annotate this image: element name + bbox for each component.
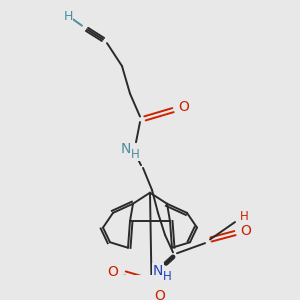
Text: O: O xyxy=(241,224,251,238)
Text: O: O xyxy=(108,265,118,279)
Text: N: N xyxy=(121,142,131,156)
Text: O: O xyxy=(178,100,189,114)
Text: H: H xyxy=(240,210,248,223)
Text: H: H xyxy=(63,10,73,23)
Text: O: O xyxy=(154,290,165,300)
Text: H: H xyxy=(130,148,140,161)
Text: H: H xyxy=(163,270,171,283)
Text: N: N xyxy=(153,264,163,278)
